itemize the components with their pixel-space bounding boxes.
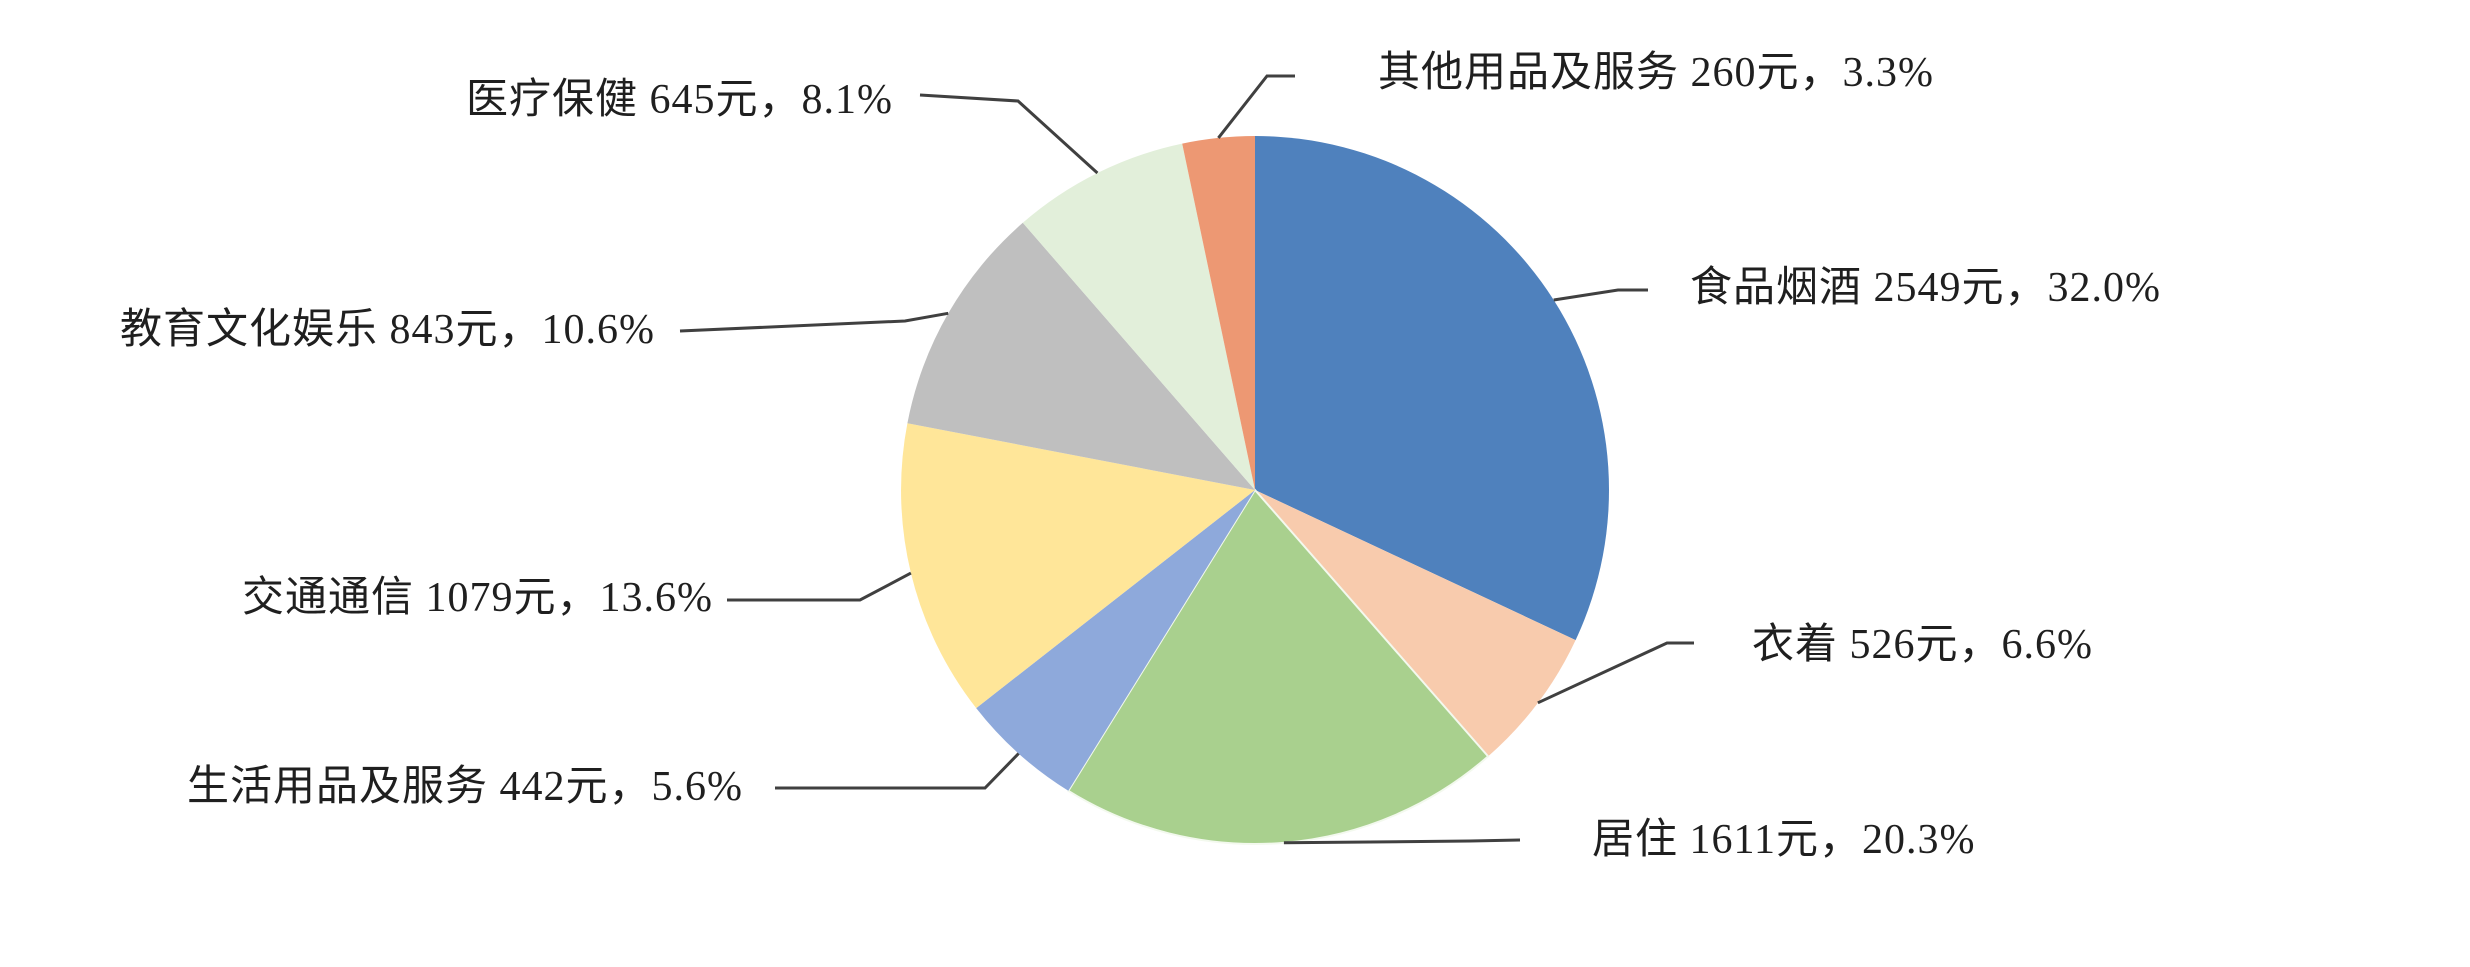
leader-lines [679,74,1694,845]
leader-line-5 [727,571,912,602]
pie-slices [901,136,1609,845]
leader-line-1 [1553,288,1648,302]
leader-line-7 [919,93,1099,175]
pie-slice-6 [907,222,1255,491]
pie-slice-4 [976,490,1255,791]
label-shipin-yanjiu: 食品烟酒 2549元，32.0% [1690,265,2161,311]
pie-slice-7 [1022,143,1255,490]
leader-line-3 [1283,838,1521,845]
label-yizhuo: 衣着 526元，6.6% [1752,622,2093,668]
pie-slice-5 [901,423,1255,709]
pie-slice-3 [1066,488,1490,845]
label-shenghuo-yongpin-ji-fuwu: 生活用品及服务 442元，5.6% [187,764,743,810]
label-jiaoyu-wenhua-yule: 教育文化娱乐 843元，10.6% [120,307,655,353]
label-juzhu: 居住 1611元，20.3% [1592,817,1976,863]
leader-line-6 [679,311,949,333]
pie-slice-1 [1255,136,1609,641]
leader-line-8 [1217,74,1295,139]
leader-line-4 [775,752,1020,790]
label-qita-yongpin-ji-fuwu: 其他用品及服务 260元，3.3% [1378,50,1934,96]
pie-slice-8 [1182,136,1255,490]
label-yiliao-baojian: 医疗保健 645元，8.1% [466,77,893,123]
leader-line-2 [1537,641,1694,705]
pie-slice-2 [1255,490,1576,757]
label-jiaotong-tongxin: 交通通信 1079元，13.6% [242,575,713,621]
